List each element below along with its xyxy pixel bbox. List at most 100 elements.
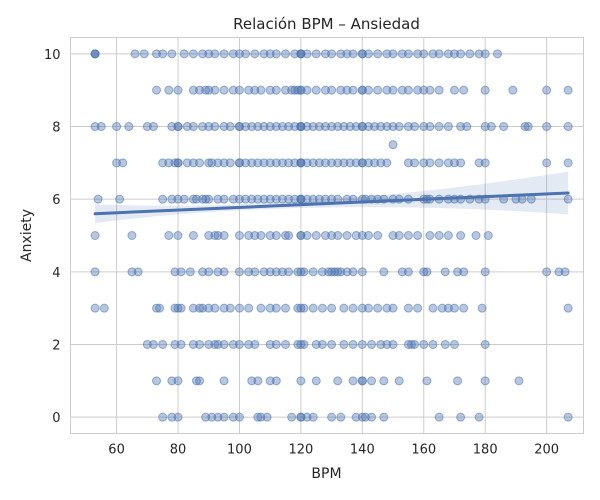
data-point xyxy=(480,122,490,132)
data-point xyxy=(492,49,502,59)
data-point xyxy=(425,122,435,132)
data-point xyxy=(403,339,413,349)
data-point xyxy=(148,339,158,349)
data-point xyxy=(234,412,244,422)
data-point xyxy=(271,49,281,59)
data-point xyxy=(167,194,177,204)
data-point xyxy=(480,339,490,349)
data-point xyxy=(191,194,201,204)
data-point xyxy=(308,267,318,277)
y-tick-label: 0 xyxy=(52,411,60,426)
data-point xyxy=(158,412,168,422)
data-point xyxy=(299,339,309,349)
data-point xyxy=(155,303,165,313)
data-point xyxy=(348,49,358,59)
data-point xyxy=(90,303,100,313)
data-point xyxy=(234,49,244,59)
data-point xyxy=(563,194,573,204)
data-point xyxy=(413,85,423,95)
data-point xyxy=(320,158,330,168)
data-point xyxy=(333,267,343,277)
data-point xyxy=(403,158,413,168)
data-point xyxy=(127,231,137,240)
data-point xyxy=(173,85,183,95)
data-point xyxy=(173,158,183,168)
data-point xyxy=(284,194,294,204)
data-point xyxy=(265,231,275,240)
data-point xyxy=(453,376,463,386)
data-point xyxy=(554,267,564,277)
data-point xyxy=(403,267,413,277)
data-point xyxy=(290,85,300,95)
data-point xyxy=(210,85,220,95)
data-point xyxy=(462,122,472,132)
data-point xyxy=(449,158,459,168)
data-point xyxy=(302,412,312,422)
data-point xyxy=(188,231,198,240)
data-point xyxy=(456,158,466,168)
data-point xyxy=(271,267,281,277)
data-point xyxy=(302,158,312,168)
data-point xyxy=(419,339,429,349)
data-point xyxy=(234,85,244,95)
data-point xyxy=(241,158,251,168)
confidence-band-layer xyxy=(95,171,569,224)
data-point xyxy=(299,303,309,313)
data-point xyxy=(339,303,349,313)
data-point xyxy=(204,267,214,277)
data-point xyxy=(250,49,260,59)
data-point xyxy=(388,122,398,132)
y-tick-label: 4 xyxy=(52,266,60,281)
data-point xyxy=(379,376,389,386)
data-point xyxy=(440,267,450,277)
data-point xyxy=(419,49,429,59)
data-point xyxy=(228,339,238,349)
data-point xyxy=(403,303,413,313)
data-point xyxy=(118,158,128,168)
data-point xyxy=(357,303,367,313)
data-point xyxy=(262,412,272,422)
data-point xyxy=(207,158,217,168)
data-point xyxy=(256,303,266,313)
data-point xyxy=(477,303,487,313)
data-point xyxy=(124,122,134,132)
data-point xyxy=(370,158,380,168)
data-point xyxy=(443,231,453,240)
data-point xyxy=(296,412,306,422)
data-point xyxy=(250,267,260,277)
data-point xyxy=(394,122,404,132)
plot-frame xyxy=(70,37,584,434)
data-point xyxy=(449,303,459,313)
data-point xyxy=(244,267,254,277)
data-point xyxy=(327,231,337,240)
data-point xyxy=(336,267,346,277)
data-point xyxy=(351,231,361,240)
data-point xyxy=(250,339,260,349)
data-point xyxy=(376,339,386,349)
data-point xyxy=(299,267,309,277)
data-point xyxy=(449,49,459,59)
data-point xyxy=(204,194,214,204)
data-point xyxy=(480,376,490,386)
data-point xyxy=(459,267,469,277)
data-point xyxy=(244,231,254,240)
data-point xyxy=(115,194,125,204)
data-point xyxy=(351,158,361,168)
data-point xyxy=(170,267,180,277)
data-point xyxy=(290,122,300,132)
data-point xyxy=(370,122,380,132)
data-point xyxy=(345,158,355,168)
data-point xyxy=(342,231,352,240)
data-point xyxy=(483,231,493,240)
data-point xyxy=(152,49,162,59)
data-point xyxy=(373,231,383,240)
data-point xyxy=(333,158,343,168)
data-point xyxy=(373,85,383,95)
data-point xyxy=(253,122,263,132)
data-point xyxy=(170,303,180,313)
data-point xyxy=(434,49,444,59)
data-point xyxy=(253,158,263,168)
data-point xyxy=(542,267,552,277)
data-point xyxy=(271,303,281,313)
data-point xyxy=(167,49,177,59)
